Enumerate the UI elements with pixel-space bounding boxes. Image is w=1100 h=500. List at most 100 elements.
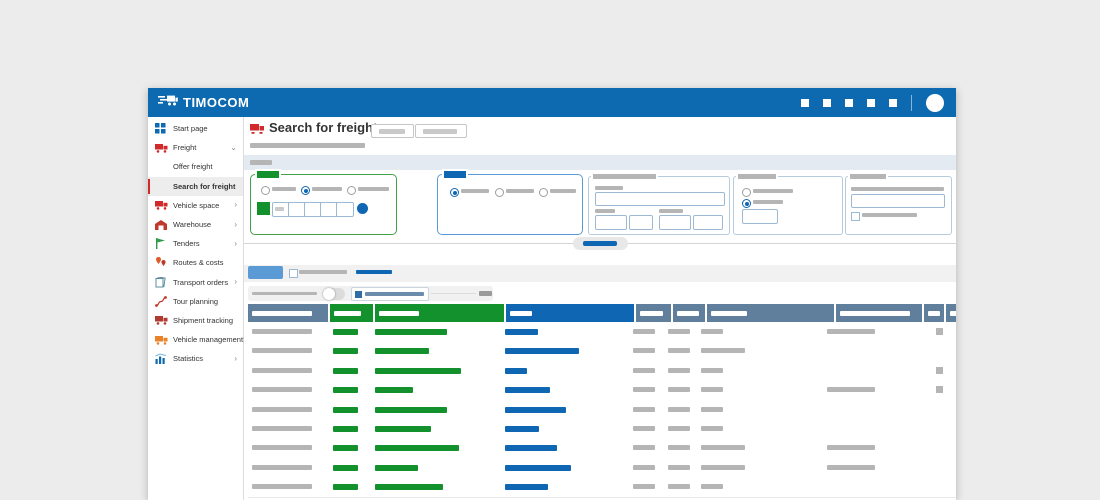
- sidebar-item-vehicle-management[interactable]: Vehicle management›: [148, 330, 246, 349]
- radio-option-1[interactable]: [261, 186, 270, 195]
- table-row-1[interactable]: [248, 322, 956, 343]
- cell-placeholder: [252, 484, 312, 490]
- radio-option-1[interactable]: [742, 188, 751, 197]
- radio-option-1-selected[interactable]: [450, 188, 459, 197]
- notify-toggle[interactable]: [323, 287, 345, 300]
- filter-section-band: [244, 155, 956, 170]
- table-row-8[interactable]: [248, 457, 956, 479]
- sidebar-item-search-for-freight[interactable]: Search for freight: [148, 176, 243, 196]
- save-search-checkbox[interactable]: [289, 269, 298, 278]
- collapse-expander-pill[interactable]: [573, 237, 628, 250]
- cell-placeholder: [633, 426, 655, 431]
- column-header-5[interactable]: [636, 304, 671, 322]
- cell-placeholder: [333, 387, 358, 394]
- postcode-input-5[interactable]: [336, 202, 354, 217]
- table-row-4[interactable]: [248, 380, 956, 401]
- sort-select[interactable]: [351, 287, 429, 301]
- radio-option-2-selected[interactable]: [301, 186, 310, 195]
- cell-placeholder: [701, 387, 723, 393]
- table-row-2[interactable]: [248, 341, 956, 362]
- cell-placeholder: [333, 406, 358, 413]
- sidebar-item-vehicle-space[interactable]: Vehicle space ›: [148, 196, 243, 215]
- chevron-right-icon: ›: [234, 238, 237, 248]
- options-checkbox[interactable]: [851, 212, 860, 221]
- truck-red-icon: [155, 142, 168, 153]
- sidebar-item-statistics[interactable]: Statistics ›: [148, 349, 243, 368]
- column-header-10[interactable]: [946, 304, 956, 322]
- sidebar-item-label: Transport orders: [173, 277, 229, 287]
- column-header-9[interactable]: [924, 304, 944, 322]
- sidebar-item-label: Offer freight: [173, 162, 213, 172]
- timocom-truck-icon: [158, 94, 178, 112]
- timocom-logo[interactable]: TIMOCOM: [148, 94, 249, 112]
- cell-placeholder: [505, 329, 538, 335]
- radio-option-3[interactable]: [347, 186, 356, 195]
- user-avatar[interactable]: [926, 93, 944, 112]
- search-button[interactable]: [248, 266, 283, 279]
- cell-placeholder: [633, 348, 655, 354]
- app-icon-4[interactable]: [867, 98, 875, 107]
- freight-truck-icon: [250, 122, 265, 140]
- column-header-3[interactable]: [375, 304, 504, 322]
- column-header-1[interactable]: [248, 304, 328, 322]
- small-input-4[interactable]: [693, 215, 723, 230]
- header-action-button-1[interactable]: [371, 124, 414, 138]
- wide-text-input[interactable]: [595, 192, 725, 206]
- app-window: TIMOCOM Start page Freight ⌄ Offer freight S…: [148, 88, 956, 500]
- cell-placeholder: [633, 464, 655, 470]
- cell-placeholder: [701, 426, 723, 431]
- column-header-2[interactable]: [330, 304, 373, 322]
- cell-placeholder: [375, 426, 431, 432]
- cell-placeholder: [375, 387, 413, 394]
- cell-placeholder: [633, 445, 655, 451]
- table-row-3[interactable]: [248, 360, 956, 382]
- radio-option-3[interactable]: [539, 188, 548, 197]
- column-header-7[interactable]: [707, 304, 834, 322]
- table-row-5[interactable]: [248, 399, 956, 420]
- small-input-2[interactable]: [629, 215, 653, 230]
- app-icon-3[interactable]: [845, 98, 853, 107]
- app-icon-2[interactable]: [823, 98, 831, 107]
- column-header-6[interactable]: [673, 304, 705, 322]
- column-title-placeholder: [950, 310, 956, 316]
- radio-option-2-selected[interactable]: [742, 199, 751, 208]
- sidebar-item-tenders[interactable]: Tenders ›: [148, 234, 243, 253]
- chevron-right-icon: ›: [234, 277, 237, 287]
- sidebar-item-shipment-tracking[interactable]: Shipment tracking: [148, 311, 243, 330]
- cell-placeholder: [827, 329, 875, 334]
- reset-link-placeholder[interactable]: [356, 270, 392, 274]
- column-header-8[interactable]: [836, 304, 922, 322]
- sidebar-item-freight[interactable]: Freight ⌄: [148, 138, 243, 157]
- cell-placeholder: [505, 426, 539, 432]
- column-title-placeholder: [510, 310, 532, 316]
- sidebar-item-warehouse[interactable]: Warehouse ›: [148, 215, 243, 234]
- cell-placeholder: [668, 445, 690, 451]
- app-icon-1[interactable]: [801, 98, 809, 107]
- radio-option-2[interactable]: [495, 188, 504, 197]
- loading-tab-marker: [257, 171, 279, 178]
- weight-input[interactable]: [742, 209, 778, 224]
- sidebar-item-routes-costs[interactable]: Routes & costs: [148, 253, 243, 272]
- column-header-4[interactable]: [506, 304, 634, 322]
- sidebar-item-transport-orders[interactable]: Transport orders ›: [148, 273, 243, 292]
- small-input-1[interactable]: [595, 215, 627, 230]
- cell-placeholder: [375, 464, 418, 471]
- table-row-7[interactable]: [248, 438, 956, 459]
- app-icon-5[interactable]: [889, 98, 897, 107]
- stats-icon: [155, 353, 168, 365]
- cell-placeholder: [375, 406, 447, 413]
- sidebar-item-tour-planning[interactable]: Tour planning: [148, 292, 243, 311]
- small-input-3[interactable]: [659, 215, 691, 230]
- map-pin-button[interactable]: [357, 203, 368, 214]
- cell-placeholder: [668, 426, 690, 431]
- header-action-button-2[interactable]: [415, 124, 467, 138]
- options-text-input[interactable]: [851, 194, 945, 208]
- cell-placeholder: [668, 484, 690, 490]
- sidebar-item-offer-freight[interactable]: Offer freight: [148, 157, 243, 176]
- table-row-9[interactable]: [248, 477, 956, 498]
- sidebar-item-start-page[interactable]: Start page: [148, 119, 243, 138]
- chevron-right-icon: ›: [234, 353, 237, 363]
- table-row-6[interactable]: [248, 419, 956, 440]
- cell-placeholder: [333, 348, 358, 355]
